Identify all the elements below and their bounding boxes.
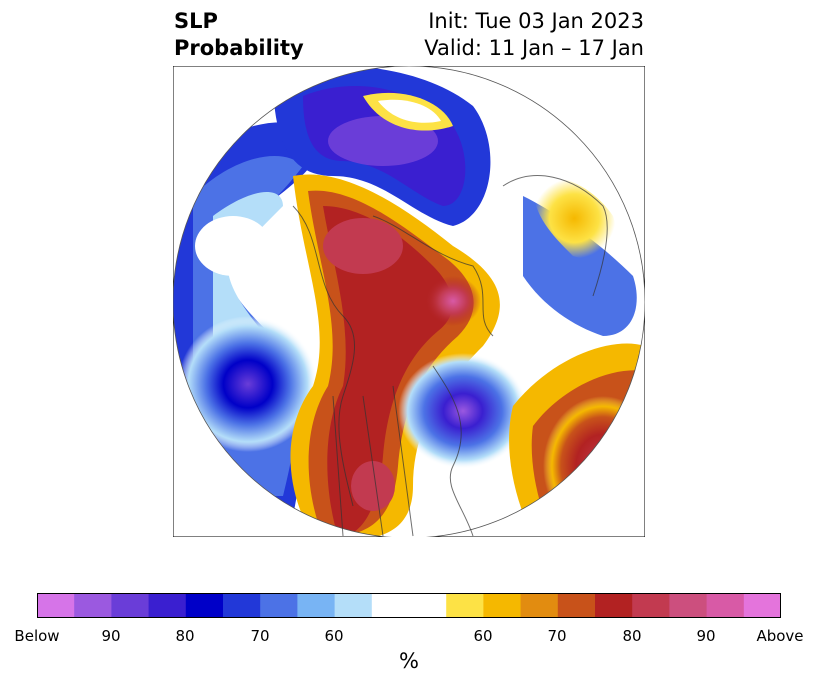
colorbar-cell [297, 593, 336, 618]
colorbar-cell [520, 593, 559, 618]
colorbar-cell [371, 593, 410, 618]
colorbar-cell [409, 593, 447, 618]
colorbar-cell [260, 593, 298, 618]
colorbar-cell [148, 593, 187, 618]
colorbar-cell [483, 593, 522, 618]
colorbar [37, 593, 781, 618]
colorbar-unit: % [399, 649, 419, 673]
title-line-slp: SLP [174, 9, 218, 33]
colorbar-cell [334, 593, 373, 618]
colorbar-cell [743, 593, 781, 618]
colorbar-tick-label: Below [14, 627, 60, 645]
colorbar-tick-label: 70 [547, 627, 567, 645]
coastlines [292, 175, 608, 537]
colorbar-cell [185, 593, 224, 618]
probability-map [173, 66, 645, 537]
map-dates: Init: Tue 03 Jan 2023 Valid: 11 Jan – 17… [424, 8, 644, 62]
colorbar-cell [74, 593, 112, 618]
colorbar-cell [706, 593, 745, 618]
colorbar-tick-label: 70 [250, 627, 270, 645]
map-title: SLP Probability [174, 8, 304, 62]
colorbar-cell [37, 593, 75, 618]
colorbar-cell [669, 593, 708, 618]
colorbar-tick-label: 90 [101, 627, 121, 645]
title-line-probability: Probability [174, 36, 304, 60]
colorbar-tick-label: 80 [622, 627, 642, 645]
colorbar-tick-label: 60 [324, 627, 344, 645]
valid-range: Valid: 11 Jan – 17 Jan [424, 36, 644, 60]
colorbar-tick-label: Above [756, 627, 804, 645]
colorbar-cell [446, 593, 484, 618]
colorbar-tick-label: 90 [696, 627, 716, 645]
colorbar-tick-label: 60 [473, 627, 493, 645]
colorbar-cell [557, 593, 596, 618]
colorbar-cell [632, 593, 670, 618]
colorbar-cell [111, 593, 150, 618]
colorbar-cell [223, 593, 261, 618]
colorbar-tick-label: 80 [175, 627, 195, 645]
colorbar-cell [595, 593, 633, 618]
init-date: Init: Tue 03 Jan 2023 [428, 9, 644, 33]
